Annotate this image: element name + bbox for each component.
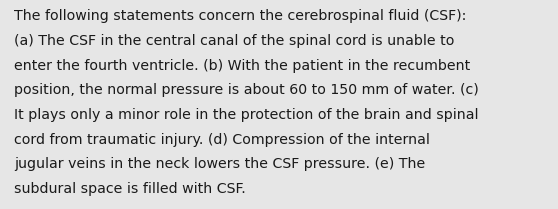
Text: jugular veins in the neck lowers the CSF pressure. (e) The: jugular veins in the neck lowers the CSF… [14, 157, 425, 171]
Text: subdural space is filled with CSF.: subdural space is filled with CSF. [14, 182, 246, 196]
Text: It plays only a minor role in the protection of the brain and spinal: It plays only a minor role in the protec… [14, 108, 478, 122]
Text: (a) The CSF in the central canal of the spinal cord is unable to: (a) The CSF in the central canal of the … [14, 34, 454, 48]
Text: enter the fourth ventricle. (b) With the patient in the recumbent: enter the fourth ventricle. (b) With the… [14, 59, 470, 73]
Text: The following statements concern the cerebrospinal fluid (CSF):: The following statements concern the cer… [14, 9, 466, 23]
Text: cord from traumatic injury. (d) Compression of the internal: cord from traumatic injury. (d) Compress… [14, 133, 430, 147]
Text: position, the normal pressure is about 60 to 150 mm of water. (c): position, the normal pressure is about 6… [14, 83, 479, 97]
